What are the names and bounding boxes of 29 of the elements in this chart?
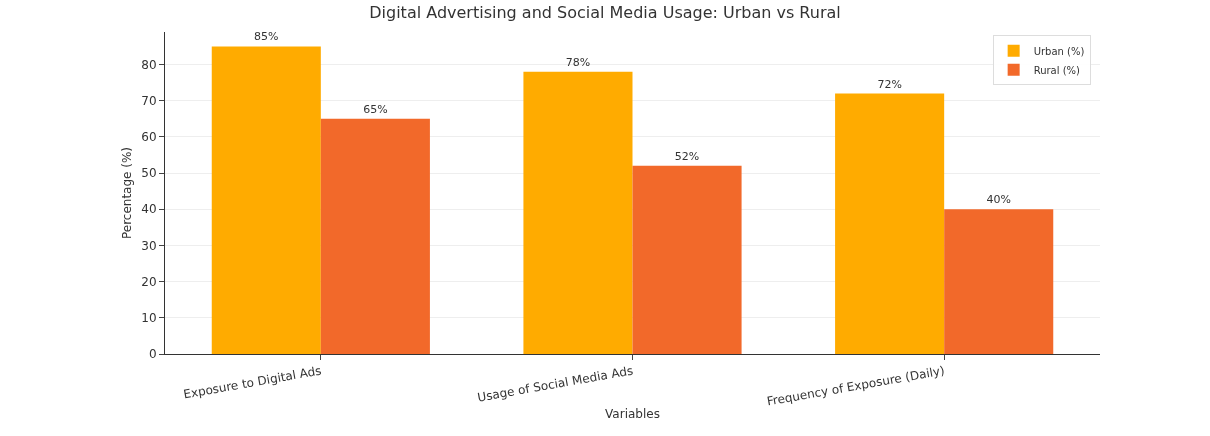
x-tick-label: Exposure to Digital Ads <box>182 363 323 402</box>
bar <box>523 71 633 354</box>
y-tick-label: 10 <box>141 311 157 326</box>
bar <box>320 118 430 354</box>
bar <box>211 46 321 354</box>
y-tick-label: 40 <box>141 202 157 217</box>
y-tick-label: 60 <box>141 130 157 145</box>
chart-title: Digital Advertising and Social Media Usage: Urban vs Rural <box>369 2 841 22</box>
y-tick-label: 70 <box>141 93 157 108</box>
legend-label: Urban (%) <box>1033 45 1085 57</box>
x-tick-label: Frequency of Exposure (Daily) <box>765 363 946 409</box>
data-label: 72% <box>877 77 902 91</box>
data-label: 78% <box>565 55 591 69</box>
x-tick-label: Usage of Social Media Ads <box>476 363 635 405</box>
legend-label: Rural (%) <box>1033 64 1081 76</box>
y-tick-label: 20 <box>141 274 157 289</box>
data-label: 85% <box>254 30 279 44</box>
bar <box>632 165 742 354</box>
x-axis-title: Variables <box>605 406 660 421</box>
bar <box>944 209 1054 354</box>
y-axis-title: Percentage (%) <box>120 146 134 240</box>
data-label: 40% <box>986 193 1011 207</box>
data-label: 65% <box>363 102 388 116</box>
y-tick-label: 50 <box>141 166 157 181</box>
bar <box>835 93 945 354</box>
data-label: 52% <box>674 149 700 163</box>
y-tick-label: 80 <box>141 57 157 72</box>
y-tick-label: 30 <box>141 238 157 253</box>
y-tick-label: 0 <box>148 347 157 362</box>
